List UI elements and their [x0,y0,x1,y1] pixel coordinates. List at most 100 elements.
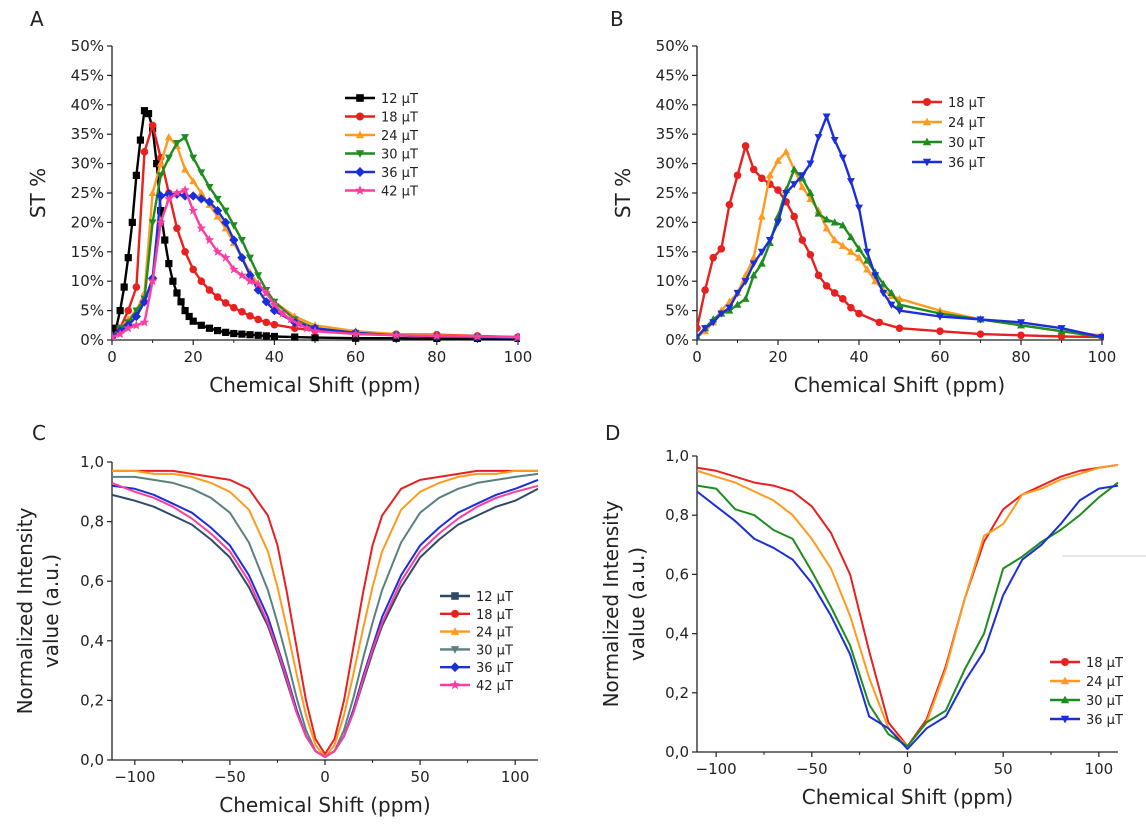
panel-a-series-4-point [131,311,142,322]
panel-b-x-tick-label: 0 [692,348,702,366]
panel-a-y-tick-label: 50% [71,37,104,55]
panel-b-series-0-point [1017,331,1025,340]
panel-b-legend-label: 18 μT [948,96,985,111]
panel-d-x-tick-label: 50 [994,760,1013,778]
panel-a-series-0-point [213,326,222,335]
panel-c-series-2-line [112,469,538,758]
panel-a-series-3-point [221,207,230,215]
panel-b-series-2-point [806,188,815,197]
panel-a-series-5-point [237,270,247,280]
panel-b-series-0-point [855,309,863,318]
panel-a: A 0 20 40 60 80 100 0% 5% 10% 15% 20% 25% 30% 35% 40% 45… [26,7,532,397]
panel-b-series-1-point [782,147,791,155]
panel-a-series-5-point [139,317,150,327]
panel-a-series-4-point [204,197,215,207]
panel-b-series-3-point [806,160,815,168]
panel-c-series-1-line [112,469,538,755]
panel-b-series-0-point [749,165,758,174]
panel-a-series-0-point [173,289,181,297]
panel-c-series-0 [112,487,539,758]
panel-b-letter: B [610,7,624,31]
panel-a-series-5-point [277,308,288,318]
panel-b-series-3-point [1057,325,1066,333]
panel-a-y-axis-title: ST % [26,168,50,218]
panel-b-series-0-line [697,144,1103,339]
panel-a-series-5-point [245,276,255,286]
panel-c-series-0-line [112,487,539,758]
panel-a-y-tick-label: 40% [71,96,104,114]
panel-a-series-5-point [147,276,158,286]
panel-d-y-tick-label: 0,8 [665,506,689,524]
panel-d-series-3-line [697,484,1119,750]
panel-a-legend-marker [356,112,364,121]
panel-a-series-5-point [253,279,263,289]
panel-b-series-3-point [871,272,880,280]
panel-a-series-5-point [293,319,304,329]
panel-b-x-tick-label: 80 [1011,348,1030,366]
panel-a-series-0-point [132,171,140,179]
panel-b-series-3-point [814,134,823,142]
panel-b-series-1-point [838,241,847,249]
panel-a-series-3-point [181,134,190,142]
panel-c-y-tick-label: 1,0 [80,453,104,471]
panel-a-y-tick-label: 35% [71,125,104,143]
panel-b-series-0-point [1057,332,1066,341]
panel-b-series-2-point [838,221,847,229]
panel-a-series-0-point [144,110,153,118]
panel-d-plot-area [697,463,1119,750]
panel-b-y-tick-label: 5% [665,302,689,320]
panel-a-x-tick-label: 0 [107,348,117,366]
panel-a-y-tick-label: 30% [71,155,104,173]
panel-b-series-0-point [709,253,717,262]
panel-b-x-tick-label: 40 [849,348,868,366]
panel-a-series-3-point [237,236,246,245]
panel-c: C −100 −50 0 50 100 0,0 0,2 0,4 0,6 0,8 1,0 Chemical… [13,421,539,817]
panel-a-series-2-point [181,165,190,173]
panel-d-legend-marker [1060,715,1070,724]
panel-b-series-0-point [806,250,815,259]
panel-b-series-3-point [749,260,758,268]
panel-b-series-3-point [697,334,701,342]
panel-b-series-3-point [976,316,985,324]
panel-a-series-2-point [164,133,173,141]
panel-b-series-2-point [790,165,799,173]
panel-d-x-tick-label: −50 [796,760,828,778]
panel-a-series-3-point [254,272,263,280]
panel-b-series-0-point [895,324,904,333]
panel-b-legend-label: 24 μT [948,116,985,131]
panel-a-series-0-point [230,329,238,338]
panel-c-series-5-line [112,481,539,758]
panel-b-series-3-point [879,289,888,298]
panel-a-series-5-point [164,193,174,203]
panel-c-letter: C [32,421,46,445]
panel-a-series-3-point [132,307,141,315]
panel-b-series-3-point [895,307,904,315]
panel-d-y-tick-label: 0,4 [665,625,689,643]
panel-b-series-1-point [774,156,782,164]
panel-a-series-5-point [229,264,239,274]
panel-a-y-tick-label: 25% [71,184,104,202]
panel-a-x-tick-label: 80 [427,348,446,366]
panel-a-series-1-point [189,265,197,274]
panel-c-legend-marker [450,627,460,635]
panel-d-x-tick-label: −100 [696,760,737,778]
panel-a-series-5-point [513,332,520,342]
panel-b-legend: 18 μT 24 μT 30 μT 36 μT [912,96,985,171]
panel-a-y-tick-label: 0% [80,331,104,349]
panel-b-y-tick-label: 0% [665,331,689,349]
panel-b-y-tick-label: 30% [656,155,689,173]
panel-b: B 0 20 40 60 80 100 0% 5% 10% 15% 20% 25% 30% 35% 40% 45… [610,7,1116,397]
panel-d-x-axis-title: Chemical Shift (ppm) [802,785,1013,809]
panel-b-series-1-point [846,247,855,255]
panel-d-series-2 [697,481,1119,748]
panel-a-x-axis-title: Chemical Shift (ppm) [209,373,420,397]
panel-a-y-tick-label: 5% [80,302,104,320]
panel-a-legend-label: 24 μT [381,129,418,144]
panel-c-legend-label: 36 μT [476,661,513,676]
panel-b-y-tick-label: 25% [656,184,689,202]
panel-c-y-tick-label: 0,0 [80,751,104,769]
panel-b-y-tick-label: 15% [656,243,689,261]
panel-a-series-3-point [197,169,206,177]
panel-a-series-0-point [116,307,124,315]
panel-c-legend-marker [449,679,461,690]
